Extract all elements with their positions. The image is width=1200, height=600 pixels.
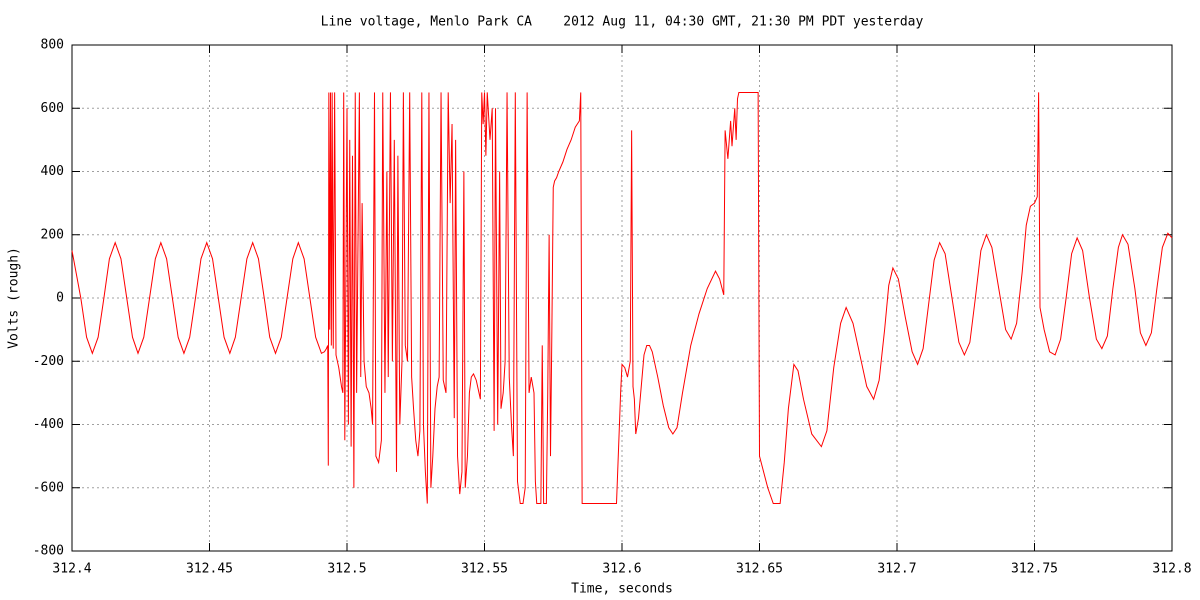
y-tick-label: 200 <box>41 227 64 242</box>
x-tick-label: 312.6 <box>602 562 641 577</box>
x-tick-label: 312.7 <box>877 562 916 577</box>
y-tick-label: 400 <box>41 164 64 179</box>
x-tick-label: 312.8 <box>1152 562 1191 577</box>
y-tick-label: -600 <box>33 480 64 495</box>
x-tick-label: 312.45 <box>186 562 233 577</box>
y-tick-label: -200 <box>33 354 64 369</box>
x-tick-label: 312.5 <box>327 562 366 577</box>
data-line <box>71 91 1173 505</box>
x-tick-label: 312.65 <box>736 562 783 577</box>
x-tick-label: 312.4 <box>52 562 91 577</box>
plot-border <box>71 44 1173 552</box>
y-tick-label: -400 <box>33 417 64 432</box>
chart-title: Line voltage, Menlo Park CA 2012 Aug 11,… <box>321 15 924 30</box>
y-tick-label: 0 <box>56 291 64 306</box>
y-tick-label: 600 <box>41 101 64 116</box>
x-axis-label: Time, seconds <box>571 582 673 597</box>
x-tick-label: 312.75 <box>1011 562 1058 577</box>
y-tick-label: 800 <box>41 38 64 53</box>
x-tick-label: 312.55 <box>461 562 508 577</box>
y-tick-label: -800 <box>33 544 64 559</box>
y-axis-label: Volts (rough) <box>7 247 22 349</box>
